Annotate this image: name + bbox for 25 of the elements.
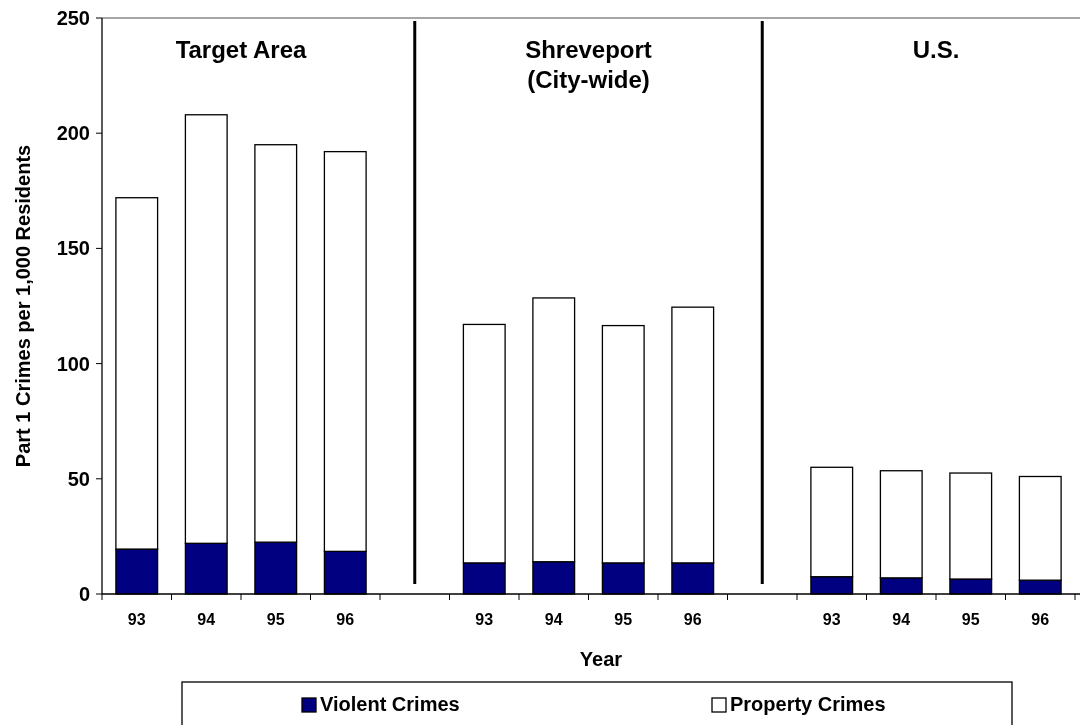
x-tick-label: 94 <box>197 611 216 628</box>
x-tick-label: 93 <box>475 611 494 628</box>
x-tick-label: 95 <box>266 611 285 628</box>
y-tick-label: 50 <box>67 467 90 490</box>
legend-label: Violent Crimes <box>320 693 460 715</box>
y-tick-label: 200 <box>56 122 90 145</box>
y-tick-label: 100 <box>56 352 90 375</box>
y-tick-label: 150 <box>56 237 90 260</box>
x-tick-label: 93 <box>822 611 841 628</box>
y-tick-label: 250 <box>56 7 90 29</box>
x-tick-label: 93 <box>127 611 146 628</box>
x-tick-label: 96 <box>683 611 702 628</box>
x-tick-label: 96 <box>1031 611 1050 628</box>
legend-label: Property Crimes <box>730 693 886 715</box>
annotation: U.S. <box>912 36 960 63</box>
x-axis-title: Year <box>579 648 623 670</box>
y-tick-label: 0 <box>78 583 90 605</box>
x-tick-label: 95 <box>614 611 633 628</box>
annotation: Shreveport (City-wide) <box>525 36 652 93</box>
x-tick-label: 95 <box>961 611 980 628</box>
x-tick-label: 94 <box>892 611 911 628</box>
x-tick-label: 96 <box>336 611 355 628</box>
x-tick-label: 94 <box>544 611 563 628</box>
annotation: Target Area <box>175 36 307 63</box>
y-axis-title: Part 1 Crimes per 1,000 Residents <box>12 144 34 468</box>
